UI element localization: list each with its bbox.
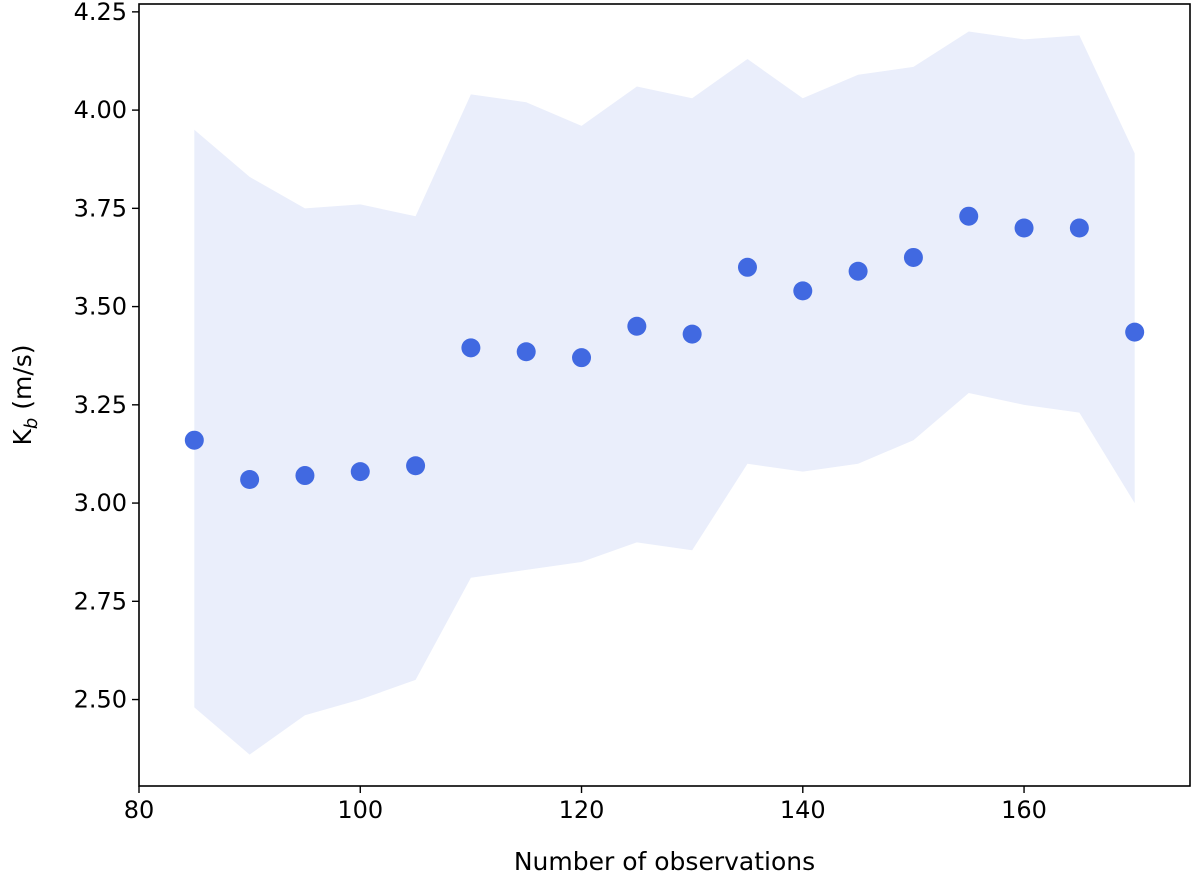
data-point [240,469,260,489]
confidence-band-layer [194,31,1135,755]
x-tick-label: 120 [559,796,605,824]
x-tick-label: 160 [1001,796,1047,824]
x-tick-label: 140 [780,796,826,824]
y-axis-label-main: K [8,429,37,446]
x-tick-label: 100 [337,796,383,824]
y-axis-ticks: 2.50 2.75 3.00 3.25 3.50 3.75 4.00 4.25 [74,0,139,714]
data-point [959,206,979,226]
x-axis-label: Number of observations [514,847,815,876]
y-tick-label: 3.50 [74,293,127,321]
y-tick-label: 4.00 [74,96,127,124]
data-point [516,342,536,362]
data-point [848,261,868,281]
y-axis-label: Kb (m/s) [8,344,42,445]
y-tick-label: 2.75 [74,587,127,615]
data-point [406,456,426,476]
data-point [350,462,370,482]
y-tick-label: 3.00 [74,489,127,517]
data-point [295,466,315,486]
data-point [461,338,481,358]
y-axis-label-subscript: b [21,418,42,429]
plot-frame [138,3,1191,787]
data-point [737,257,757,277]
data-point [1069,218,1089,238]
data-point [1014,218,1034,238]
data-point [682,324,702,344]
y-tick-label: 3.75 [74,194,127,222]
x-tick-label: 80 [124,796,155,824]
data-point [793,281,813,301]
data-point [572,348,592,368]
data-point [1125,322,1145,342]
y-axis-label-unit: (m/s) [8,344,37,417]
y-tick-label: 4.25 [74,0,127,26]
data-point [184,430,204,450]
data-point [627,316,647,336]
x-axis-ticks: 80 100 120 140 160 [124,786,1047,824]
data-points-layer [184,206,1145,489]
confidence-band [194,31,1135,755]
data-point [903,247,923,267]
y-tick-label: 2.50 [74,686,127,714]
y-tick-label: 3.25 [74,391,127,419]
